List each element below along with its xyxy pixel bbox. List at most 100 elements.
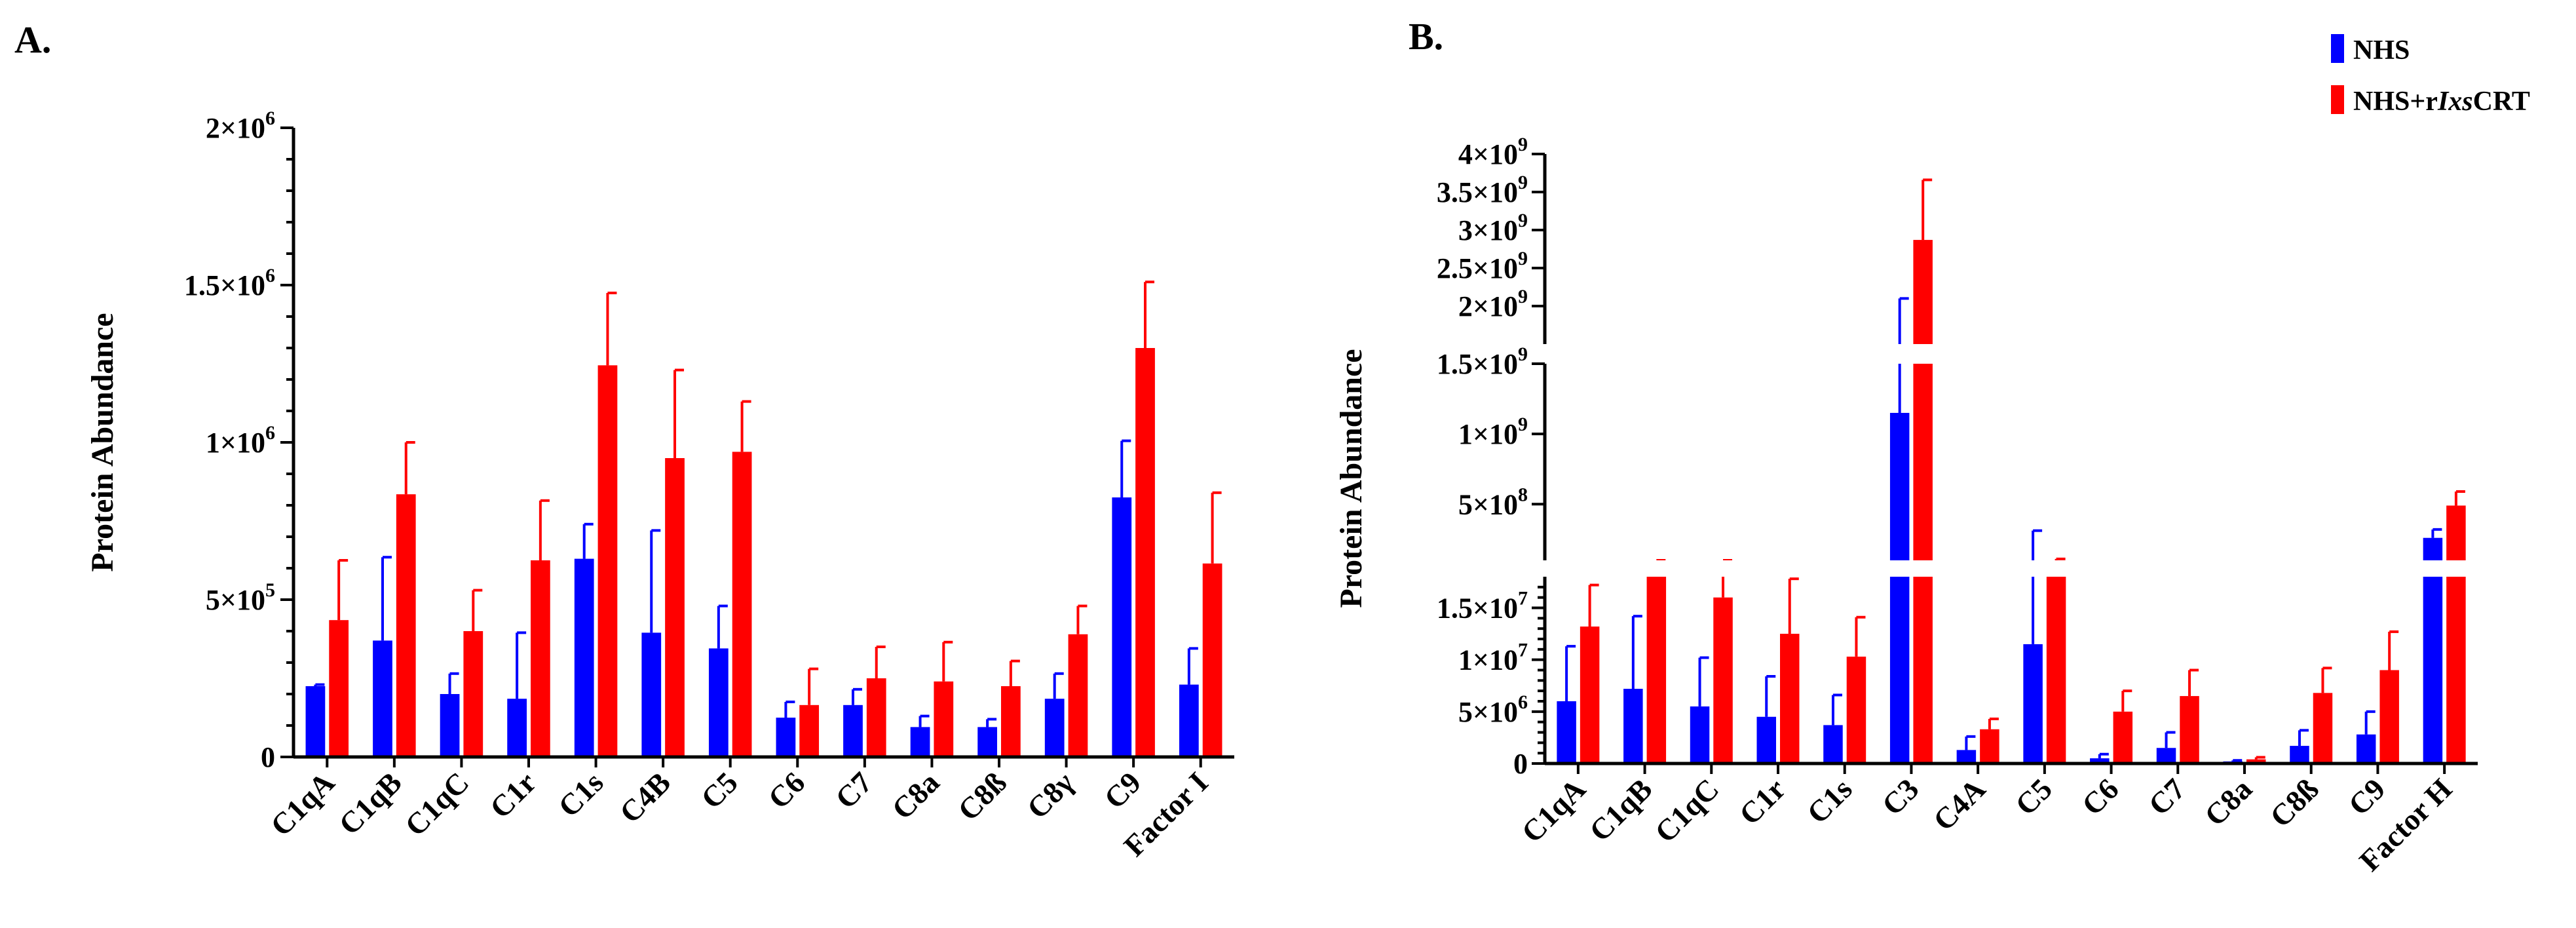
charta-bar-nhs-5 — [641, 632, 662, 757]
chartb-bar-treated-4 — [1846, 656, 1866, 764]
charta-category-label-11: C8γ — [1021, 765, 1080, 825]
chartb-y-axis-title: Protein Abundance — [1334, 349, 1369, 608]
charta-bar-nhs-9 — [910, 727, 930, 757]
charta-y-tick-label-4: 2×106 — [206, 107, 275, 144]
charta-bar-treated-1 — [396, 494, 416, 757]
chartb-y-tick-label-0-2: 1×107 — [1458, 640, 1528, 676]
chartb-category-label-9: C7 — [2142, 772, 2192, 822]
chartb-y-tick-label-1-0: 5×108 — [1458, 484, 1528, 520]
charta-category-label-2: C1qC — [398, 765, 475, 842]
legend-treated-italic: Ixs — [2437, 87, 2473, 117]
chartb-y-tick-label-2-2: 3×109 — [1458, 210, 1528, 246]
chartb-category-label-12: C9 — [2342, 772, 2392, 822]
chartb-category-label-5: C3 — [1876, 772, 1925, 822]
legend-treated-suffix: CRT — [2473, 87, 2530, 117]
charta-bar-treated-13 — [1202, 563, 1222, 757]
charta-category-label-0: C1qA — [264, 765, 341, 842]
charta-y-tick-label-0: 0 — [261, 741, 275, 773]
charta-bar-nhs-6 — [708, 648, 729, 757]
chartb-category-label-3: C1r — [1733, 772, 1792, 831]
charta-bar-treated-11 — [1068, 634, 1088, 757]
charta-category-label-6: C5 — [694, 765, 744, 815]
panel-a-label: A. — [14, 18, 51, 61]
chartb-category-label-8: C6 — [2075, 772, 2125, 822]
chartb-bar-treated-13 — [2446, 505, 2466, 764]
charta-bar-nhs-1 — [373, 640, 392, 757]
charta-y-tick-label-3: 1.5×106 — [184, 265, 275, 301]
chartb-y-tick-label-2-1: 2.5×109 — [1437, 248, 1528, 284]
chartb-bar-treated-10 — [2246, 759, 2266, 764]
charta-bar-treated-12 — [1135, 348, 1155, 757]
chartb-category-label-2: C1qC — [1648, 772, 1725, 849]
charta-category-label-9: C8a — [885, 765, 945, 826]
charta-bar-treated-2 — [463, 631, 483, 757]
chartb-y-tick-label-0-3: 1.5×107 — [1437, 588, 1528, 625]
chartb-bar-nhs-12 — [2356, 734, 2376, 764]
charta-category-label-12: C9 — [1097, 765, 1147, 815]
chartb-bar-nhs-2 — [1690, 706, 1710, 764]
panel-b-label: B. — [1409, 15, 1443, 58]
chartb-bar-nhs-4 — [1823, 725, 1843, 764]
chartb-bar-treated-9 — [2180, 696, 2199, 764]
chartb-category-label-7: C5 — [2009, 772, 2058, 822]
charta-category-label-1: C1qB — [332, 765, 408, 841]
chartb-y-tick-label-1-2: 1.5×109 — [1437, 343, 1528, 380]
charta-y-tick-label-2: 1×106 — [206, 422, 275, 459]
chartb-bar-treated-12 — [2379, 670, 2399, 764]
charta-category-label-10: C8ß — [951, 765, 1013, 827]
chartb-category-label-6: C4A — [1927, 772, 1992, 837]
charta-bar-nhs-10 — [977, 727, 997, 757]
charta-bar-treated-6 — [732, 452, 752, 757]
chartb-bar-nhs-9 — [2156, 748, 2176, 764]
chartb-y-tick-label-2-0: 2×109 — [1458, 286, 1528, 322]
legend-nhs-label: NHS — [2353, 35, 2410, 66]
chartb-bar-nhs-7 — [2023, 644, 2043, 764]
charta-bar-nhs-0 — [305, 686, 326, 757]
chartb-bar-nhs-6 — [1956, 750, 1977, 764]
chartb-bar-nhs-3 — [1756, 716, 1776, 764]
legend-treated-swatch — [2331, 85, 2344, 114]
chartb-bar-treated-0 — [1580, 627, 1600, 764]
chartb-bar-treated-8 — [2113, 711, 2133, 764]
charta-category-label-4: C1s — [552, 765, 609, 823]
chartb-bar-treated-1 — [1646, 560, 1667, 764]
chartb-bar-nhs-5 — [1889, 413, 1910, 764]
charta-bar-treated-3 — [531, 560, 550, 757]
charta-bar-treated-8 — [866, 678, 886, 757]
charta-bar-nhs-4 — [574, 558, 594, 757]
charta-category-label-7: C6 — [762, 765, 812, 815]
legend: NHS NHS+rIxsCRT — [2331, 34, 2530, 117]
charta-bar-treated-7 — [799, 705, 820, 757]
chartb-y-tick-label-0-1: 5×106 — [1458, 691, 1528, 728]
legend-nhs-swatch — [2331, 34, 2344, 63]
chartb-bar-nhs-11 — [2290, 746, 2309, 764]
chartb-category-label-1: C1qB — [1583, 772, 1659, 848]
chartb-bar-treated-11 — [2313, 693, 2333, 764]
charta-y-axis-title: Protein Abundance — [85, 313, 120, 571]
chartb-y-tick-label-0-0: 0 — [1513, 748, 1528, 780]
charta-bar-treated-0 — [329, 620, 349, 757]
charta-bar-nhs-3 — [507, 699, 527, 757]
legend-treated-prefix: NHS+r — [2353, 87, 2438, 117]
chartb-axis-break-gap-0 — [1525, 560, 2484, 577]
chartb-y-tick-label-2-3: 3.5×109 — [1437, 172, 1528, 208]
charta-bar-treated-10 — [1001, 686, 1021, 757]
chartb-bar-treated-5 — [1913, 240, 1933, 764]
charta-bar-nhs-2 — [440, 694, 460, 757]
charta-bar-treated-4 — [597, 365, 618, 757]
chartb-category-label-11: C8ß — [2263, 772, 2325, 834]
charta-bar-nhs-12 — [1112, 497, 1132, 757]
chartb-bar-treated-3 — [1780, 634, 1800, 764]
charta-category-label-8: C7 — [829, 765, 879, 815]
charta-category-label-3: C1r — [483, 765, 542, 824]
charta-category-label-5: C4B — [613, 765, 677, 830]
charta-bar-nhs-13 — [1179, 684, 1199, 757]
chartb-bar-treated-6 — [1980, 729, 1999, 764]
chartb-axis-break-gap-1 — [1525, 344, 2484, 364]
charta-bar-treated-5 — [665, 458, 685, 757]
chartb-y-tick-label-1-1: 1×109 — [1458, 414, 1528, 450]
charta-bar-treated-9 — [934, 681, 954, 757]
